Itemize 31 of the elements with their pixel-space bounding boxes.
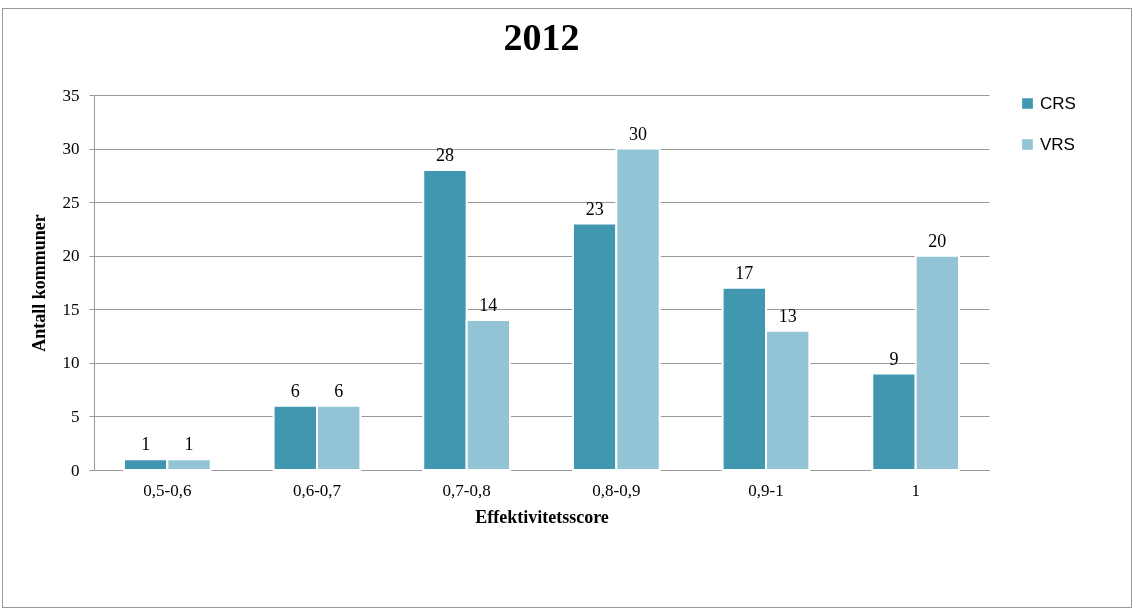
y-tick-label: 0: [71, 460, 80, 480]
x-tick-label: 0,8-0,9: [592, 480, 641, 500]
legend-label: CRS: [1040, 93, 1076, 113]
y-tick-label: 10: [62, 353, 80, 373]
legend-label: VRS: [1040, 134, 1075, 154]
x-tick-label: 0,9-1: [748, 480, 784, 500]
y-tick-label: 15: [62, 299, 80, 319]
data-label: 17: [735, 262, 754, 283]
data-label: 6: [290, 380, 300, 401]
data-label: 6: [334, 380, 344, 401]
data-label: 9: [889, 348, 899, 369]
data-label: 28: [435, 145, 454, 165]
data-label: 1: [184, 434, 194, 455]
y-tick-label: 20: [62, 246, 80, 266]
y-tick-label: 25: [62, 192, 80, 212]
data-label: 1: [141, 434, 151, 455]
data-label: 20: [928, 230, 947, 251]
y-tick-label: 30: [62, 139, 80, 159]
data-label: 23: [585, 198, 604, 219]
x-tick-label: 1: [911, 480, 920, 500]
y-tick-label: 5: [71, 406, 80, 426]
x-tick-label: 0,6-0,7: [292, 480, 342, 500]
x-tick-label: 0,7-0,8: [442, 480, 491, 500]
data-label: 14: [479, 295, 498, 315]
y-axis-title: Antall kommuner: [28, 214, 49, 352]
x-axis-title: Effektivitetsscore: [475, 506, 609, 527]
x-tick-label: 0,5-0,6: [143, 480, 192, 500]
chart-title: 2012: [503, 16, 580, 58]
y-tick-label: 35: [62, 85, 80, 105]
data-label: 13: [778, 305, 797, 326]
data-label: 30: [629, 123, 648, 144]
